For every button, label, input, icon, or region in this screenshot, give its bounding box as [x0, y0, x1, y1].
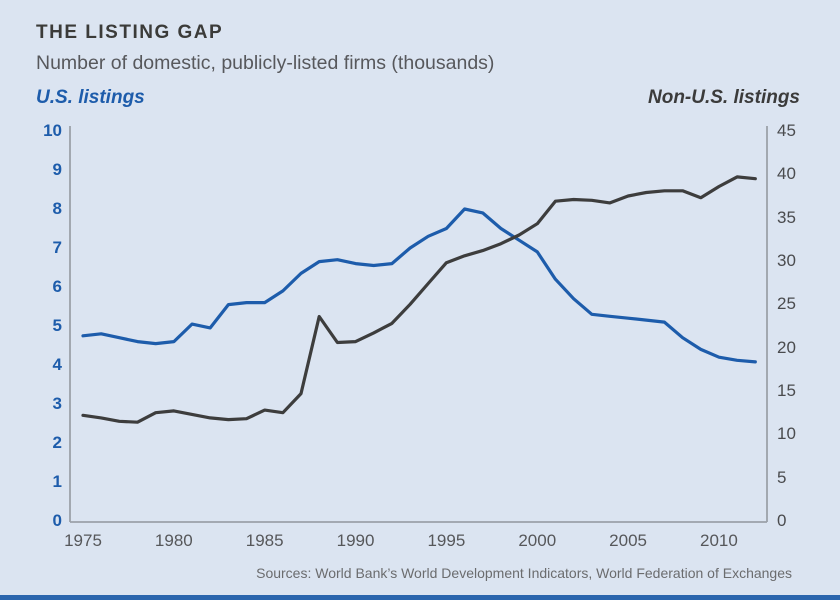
left-axis-tick-label: 4 [52, 355, 62, 374]
left-axis-tick-label: 5 [52, 316, 62, 335]
x-axis-tick-label: 1995 [427, 531, 466, 550]
right-axis-tick-label: 40 [777, 164, 796, 184]
right-axis-tick-label: 15 [777, 381, 796, 400]
right-axis-tick-label: 45 [777, 121, 796, 140]
chart-subtitle: Number of domestic, publicly-listed firm… [36, 52, 495, 74]
right-axis-tick-label: 0 [777, 511, 787, 530]
right-axis-tick-label: 35 [777, 207, 796, 227]
x-axis-tick-label: 2000 [518, 531, 557, 550]
x-axis-tick-label: 2005 [609, 531, 647, 550]
x-axis-tick-label: 2010 [700, 531, 738, 550]
x-axis-tick-label: 1975 [64, 531, 102, 550]
bottom-accent-bar [0, 595, 840, 600]
left-axis-tick-label: 10 [43, 121, 62, 140]
left-axis-tick-label: 1 [52, 472, 62, 491]
right-axis-tick-label: 20 [777, 337, 796, 357]
right-axis-tick-label: 5 [777, 467, 787, 487]
right-axis-title: Non-U.S. listings [648, 87, 800, 108]
x-axis-tick-label: 1990 [336, 531, 375, 550]
us-listings-line [81, 207, 757, 364]
left-axis-tick-label: 8 [52, 199, 62, 218]
left-axis-tick-label: 2 [52, 433, 62, 452]
left-axis-title: U.S. listings [36, 87, 145, 108]
right-axis-tick-label: 30 [777, 251, 796, 270]
left-axis-tick-label: 9 [52, 160, 62, 179]
x-axis-tick-label: 1985 [245, 531, 284, 550]
non-us-listings-line [81, 175, 757, 424]
left-axis-tick-label: 3 [52, 394, 62, 413]
right-axis-tick-label: 25 [777, 294, 796, 314]
source-note: Sources: World Bank’s World Development … [256, 565, 792, 581]
x-axis-tick-label: 1980 [154, 531, 193, 550]
left-axis-tick-label: 6 [52, 277, 62, 296]
right-axis-tick-label: 10 [777, 424, 796, 444]
left-axis-tick-label: 7 [52, 238, 62, 257]
left-axis-tick-label: 0 [52, 511, 62, 530]
chart-title: THE LISTING GAP [36, 22, 224, 43]
